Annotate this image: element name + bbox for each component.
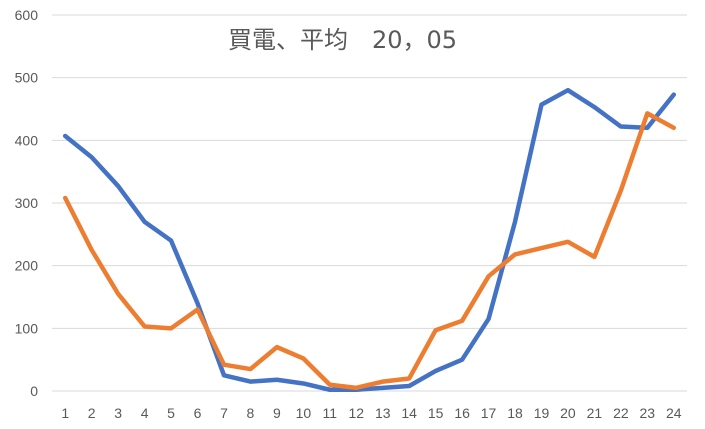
series-1 [62, 87, 677, 392]
x-tick-label: 19 [534, 405, 550, 421]
x-tick-label: 16 [454, 405, 470, 421]
x-tick-label: 20 [560, 405, 576, 421]
x-tick-label: 5 [167, 405, 175, 421]
y-tick-label: 200 [15, 258, 39, 274]
x-tick-label: 21 [587, 405, 603, 421]
x-tick-label: 6 [194, 405, 202, 421]
y-tick-label: 100 [15, 320, 39, 336]
x-tick-label: 14 [401, 405, 417, 421]
y-tick-label: 600 [15, 7, 39, 23]
x-tick-label: 12 [348, 405, 364, 421]
x-tick-label: 2 [88, 405, 96, 421]
x-tick-label: 24 [666, 405, 682, 421]
x-axis-ticks: 1 2 3 4 5 6 7 8 9 10 11 12 13 14 15 16 17 18 19 20 21 22 23 24 [61, 405, 681, 421]
x-tick-label: 9 [273, 405, 281, 421]
y-axis-ticks: 0 100 200 300 400 500 600 [15, 7, 39, 399]
x-tick-label: 18 [507, 405, 523, 421]
x-tick-label: 7 [220, 405, 228, 421]
x-tick-label: 22 [613, 405, 629, 421]
y-tick-label: 400 [15, 132, 39, 148]
x-tick-label: 15 [428, 405, 444, 421]
y-tick-label: 0 [30, 383, 38, 399]
x-tick-label: 3 [114, 405, 122, 421]
y-tick-label: 500 [15, 70, 39, 86]
x-tick-label: 1 [61, 405, 69, 421]
y-tick-label: 300 [15, 195, 39, 211]
chart-title: 買電、平均 20，05 [228, 26, 457, 54]
series-line-1 [62, 87, 677, 392]
x-tick-label: 10 [296, 405, 312, 421]
series-line-2 [62, 111, 677, 391]
x-tick-label: 4 [141, 405, 149, 421]
x-tick-label: 23 [640, 405, 656, 421]
gridlines [52, 14, 687, 392]
x-tick-label: 8 [247, 405, 255, 421]
x-tick-label: 11 [323, 405, 338, 421]
x-tick-label: 13 [375, 405, 391, 421]
series-2 [62, 111, 677, 391]
x-tick-label: 17 [481, 405, 497, 421]
series-lines [62, 87, 677, 392]
